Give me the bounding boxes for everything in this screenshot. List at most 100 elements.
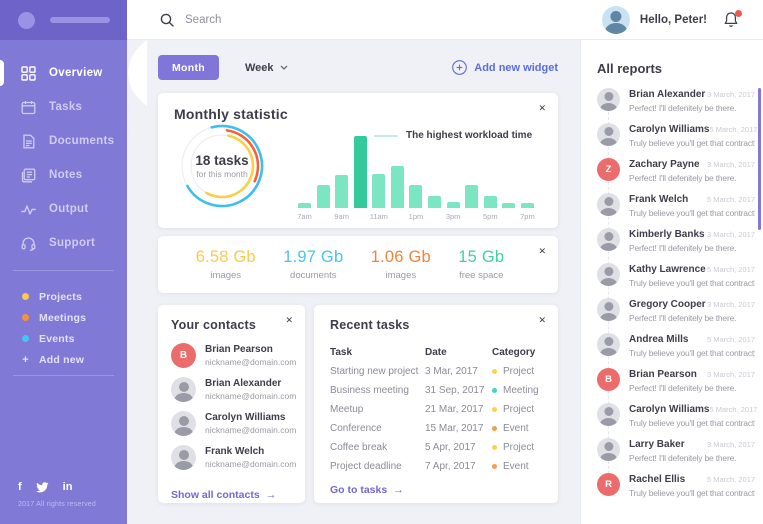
report-date: 5 March, 2017: [707, 195, 755, 204]
close-icon[interactable]: ✕: [285, 315, 293, 325]
report-date: 3 March, 2017: [707, 90, 755, 99]
storage-stat-images: 6.58 Gb images: [196, 248, 256, 281]
report-body: Brian Alexander 3 March, 2017 Perfect! I'l…: [629, 88, 755, 113]
sidebar-item-overview[interactable]: Overview: [0, 56, 127, 90]
show-all-contacts-link[interactable]: Show all contacts →: [171, 489, 276, 501]
week-label: Week: [245, 61, 274, 74]
sidebar-item-notes[interactable]: Notes: [0, 158, 127, 192]
bar: [502, 203, 516, 208]
search-icon: [160, 13, 174, 27]
report-body: Gregory Cooper 3 March, 2017 Perfect! I'll…: [629, 298, 755, 323]
category-label: Project: [503, 442, 535, 453]
card-title: Recent tasks: [330, 318, 410, 332]
report-message: Perfect! I'll defenitely be there.: [629, 173, 737, 183]
category-label: Project: [503, 404, 535, 415]
report-top: Brian Alexander 3 March, 2017: [629, 89, 755, 100]
legend-label: The highest workload time: [406, 130, 533, 141]
report-message: Perfect! I'll defenitely be there.: [629, 453, 737, 463]
arrow-right-icon: →: [393, 484, 404, 496]
donut-center: 18 tasks for this month: [174, 118, 270, 214]
task-name: Conference: [330, 423, 382, 434]
category-label: Events: [39, 332, 75, 345]
category-label: Event: [503, 423, 529, 434]
bar-slot: [502, 132, 516, 208]
legend-swatch: [374, 134, 398, 137]
monthly-statistic-card: Monthly statistic ✕ 18 tasks for this mo…: [158, 93, 558, 228]
sidebar-item-output[interactable]: Output: [0, 192, 127, 226]
report-top: Larry Baker 3 March, 2017: [629, 439, 755, 450]
sidebar-category-meetings[interactable]: Meetings: [0, 307, 127, 328]
user-avatar[interactable]: [601, 5, 630, 34]
sidebar-item-documents[interactable]: Documents: [0, 124, 127, 158]
notification-bell-icon[interactable]: [723, 9, 742, 29]
contact-info: Brian Alexander nickname@domain.com: [205, 378, 296, 401]
category-label: Meeting: [503, 385, 539, 396]
task-date: 31 Sep, 2017: [425, 385, 485, 396]
sidebar-category-projects[interactable]: Projects: [0, 286, 127, 307]
sidebar-nav: Overview Tasks Documents Notes Output Support: [0, 56, 127, 260]
task-category: Event: [492, 423, 542, 434]
linkedin-icon[interactable]: in: [62, 481, 73, 493]
month-button[interactable]: Month: [158, 55, 219, 80]
table-row: Coffee break 5 Apr, 2017 Project: [330, 438, 542, 457]
x-tick-label: 3pm: [445, 212, 461, 221]
sidebar-item-tasks[interactable]: Tasks: [0, 90, 127, 124]
table-row: Project deadline 7 Apr, 2017 Event: [330, 457, 542, 476]
report-item: Carolyn Williams 5 March, 2017 Truly belie…: [597, 403, 757, 428]
twitter-icon[interactable]: [35, 481, 49, 493]
report-message: Truly believe you'll get that contract!: [629, 278, 755, 288]
category-dot: [492, 426, 497, 431]
storage-stat-documents: 1.97 Gb documents: [283, 248, 343, 281]
notes-icon: [21, 168, 36, 183]
col-task: Task: [330, 346, 353, 358]
sidebar-add-new[interactable]: + Add new: [0, 349, 127, 370]
close-icon[interactable]: ✕: [538, 246, 546, 256]
bar: [335, 175, 349, 208]
report-top: Carolyn Williams 5 March, 2017: [629, 404, 757, 415]
report-message: Perfect! I'll defenitely be there.: [629, 383, 737, 393]
bar: [298, 203, 311, 208]
report-top: Kimberly Banks 3 March, 2017: [629, 229, 755, 240]
task-category: Project: [492, 442, 542, 453]
task-name: Starting new project: [330, 366, 419, 377]
stat-value: 1.06 Gb: [370, 248, 431, 266]
facebook-icon[interactable]: f: [18, 481, 22, 493]
report-item: Andrea Mills 5 March, 2017 Truly believe y…: [597, 333, 755, 358]
bar: [446, 202, 460, 208]
week-dropdown[interactable]: Week: [245, 62, 288, 74]
reports-scrollbar-thumb[interactable]: [757, 88, 761, 230]
search-input[interactable]: [185, 13, 405, 26]
report-top: Brian Pearson 3 March, 2017: [629, 369, 755, 380]
category-dot: [22, 314, 29, 321]
x-tick-label: 7pm: [520, 212, 535, 221]
task-date: 3 Mar, 2017: [425, 366, 478, 377]
contact-name: Brian Pearson: [205, 344, 273, 355]
bar-slot: 1pm: [409, 132, 423, 221]
report-date: 5 March, 2017: [707, 475, 755, 484]
report-name: Frank Welch: [629, 194, 689, 205]
go-to-tasks-link[interactable]: Go to tasks →: [330, 484, 404, 496]
report-item: Carolyn Williams 5 March, 2017 Truly belie…: [597, 123, 757, 148]
task-category: Meeting: [492, 385, 542, 396]
report-body: Andrea Mills 5 March, 2017 Truly believe y…: [629, 333, 755, 358]
donut-chart: 18 tasks for this month: [174, 118, 270, 214]
report-body: Kathy Lawrence 5 March, 2017 Truly believe…: [629, 263, 755, 288]
plus-circle-icon: [452, 60, 468, 75]
sidebar-item-support[interactable]: Support: [0, 226, 127, 260]
report-top: Kathy Lawrence 5 March, 2017: [629, 264, 755, 275]
add-new-widget-button[interactable]: Add new widget: [452, 60, 558, 75]
sidebar-category-events[interactable]: Events: [0, 328, 127, 349]
task-date: 21 Mar, 2017: [425, 404, 484, 415]
task-name: Project deadline: [330, 461, 402, 472]
report-message: Perfect! I'll defenitely be there.: [629, 103, 737, 113]
bar-slot: [428, 132, 442, 208]
task-date: 7 Apr, 2017: [425, 461, 476, 472]
report-item: Kathy Lawrence 5 March, 2017 Truly believe…: [597, 263, 755, 288]
close-icon[interactable]: ✕: [538, 103, 546, 113]
task-category: Event: [492, 461, 542, 472]
report-name: Andrea Mills: [629, 334, 689, 345]
task-date: 5 Apr, 2017: [425, 442, 476, 453]
storage-stat-free-space: 15 Gb free space: [458, 248, 504, 281]
close-icon[interactable]: ✕: [538, 315, 546, 325]
